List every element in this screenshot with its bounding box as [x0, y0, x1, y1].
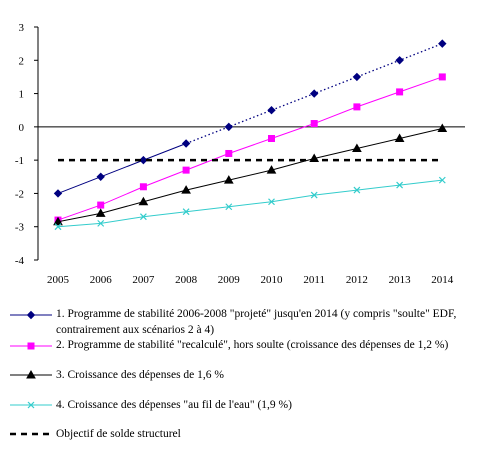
- data-point: [54, 223, 62, 231]
- data-point: [438, 73, 446, 81]
- data-point: [310, 120, 318, 128]
- legend-label-series-3: 3. Croissance des dépenses de 1,6 %: [56, 369, 224, 381]
- y-tick-label: -4: [15, 255, 25, 267]
- y-tick-label: -2: [15, 188, 24, 200]
- data-point: [396, 88, 404, 96]
- data-point: [97, 201, 105, 209]
- series-1-line-solid: [57, 143, 187, 194]
- data-point: [96, 172, 105, 181]
- x-tick-label: 2007: [132, 274, 155, 286]
- series-2: [54, 73, 446, 224]
- series-3-line: [57, 128, 443, 223]
- chart-axes: -4 -3 -2 -1 0 1 2 3 2005 2006 2007 2008 2009 2010 2011…: [15, 22, 465, 286]
- data-point: [309, 89, 319, 98]
- x-tick-label: 2010: [261, 274, 284, 286]
- data-point: [267, 106, 276, 115]
- y-tick-label: 3: [19, 22, 25, 34]
- legend-marker: [26, 369, 36, 379]
- legend-marker: [27, 342, 35, 350]
- x-tick-label: 2011: [303, 274, 325, 286]
- legend-label-series-4: 4. Croissance des dépenses "au fil de l'…: [56, 399, 292, 411]
- data-point: [181, 139, 191, 148]
- data-point: [223, 175, 234, 184]
- data-point: [396, 181, 404, 189]
- series-1: [53, 39, 447, 198]
- data-point: [310, 191, 318, 199]
- data-point: [139, 155, 148, 165]
- data-point: [53, 189, 63, 198]
- legend-label-series-5: Objectif de solde structurel: [56, 428, 181, 440]
- chart-series: [53, 39, 448, 231]
- data-point: [352, 143, 362, 152]
- data-point: [394, 133, 405, 143]
- legend-key-series-5: [10, 432, 52, 436]
- series-4: [54, 176, 446, 231]
- series-4-line: [57, 179, 443, 228]
- data-point: [395, 56, 404, 65]
- legend-marker: [27, 401, 35, 409]
- data-point: [138, 196, 149, 206]
- y-tick-label: 2: [19, 55, 25, 67]
- y-tick-label: -1: [15, 155, 24, 167]
- x-tick-label: 2013: [389, 274, 412, 286]
- data-point: [139, 213, 147, 221]
- data-point: [266, 165, 277, 174]
- legend-key-series-2: [10, 342, 52, 350]
- legend-marker: [26, 310, 36, 320]
- y-tick-label: 0: [19, 122, 25, 134]
- data-point: [97, 219, 105, 227]
- data-point: [437, 123, 448, 133]
- x-tick-label: 2014: [431, 274, 454, 286]
- x-tick-label: 2008: [175, 274, 198, 286]
- data-point: [268, 135, 275, 143]
- x-tick-label: 2005: [47, 274, 70, 286]
- data-point: [353, 103, 361, 111]
- series-2-line: [57, 76, 443, 221]
- legend-key-series-3: [10, 369, 52, 379]
- data-point: [352, 72, 362, 82]
- x-tick-label: 2012: [346, 274, 368, 286]
- data-point: [268, 198, 275, 206]
- data-point: [95, 208, 106, 217]
- legend-label-series-1: 1. Programme de stabilité 2006-2008 "pro…: [56, 308, 457, 336]
- data-point: [182, 208, 190, 216]
- legend-label-series-2: 2. Programme de stabilité "recalculé", h…: [56, 339, 449, 351]
- data-point: [438, 39, 447, 48]
- legend-key-series-1: [10, 310, 52, 320]
- line-chart: -4 -3 -2 -1 0 1 2 3 2005 2006 2007 2008 2009 2010 2011…: [15, 22, 465, 286]
- data-point: [181, 185, 191, 194]
- x-tick-label: 2006: [90, 274, 113, 286]
- y-tick-label: 1: [19, 89, 25, 101]
- data-point: [225, 149, 233, 157]
- y-tick-label: -3: [15, 222, 25, 234]
- data-point: [224, 122, 234, 132]
- data-point: [225, 203, 233, 211]
- data-point: [438, 176, 446, 184]
- data-point: [139, 183, 147, 191]
- data-point: [353, 186, 361, 194]
- x-tick-label: 2009: [218, 274, 241, 286]
- data-point: [53, 216, 63, 226]
- legend-key-series-4: [10, 401, 52, 409]
- data-point: [182, 166, 190, 174]
- series-3: [53, 123, 448, 226]
